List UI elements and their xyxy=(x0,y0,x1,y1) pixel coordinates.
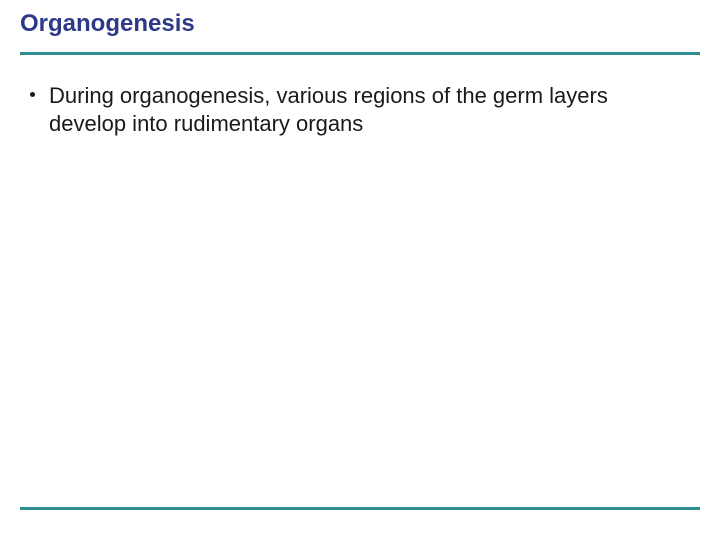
divider-bottom xyxy=(20,507,700,510)
slide: Organogenesis During organogenesis, vari… xyxy=(0,0,720,540)
bullet-text: During organogenesis, various regions of… xyxy=(49,82,690,137)
bullet-item: During organogenesis, various regions of… xyxy=(30,82,690,137)
bullet-dot-icon xyxy=(30,92,35,97)
slide-body: During organogenesis, various regions of… xyxy=(30,82,690,137)
slide-title: Organogenesis xyxy=(20,10,195,38)
divider-top xyxy=(20,52,700,55)
